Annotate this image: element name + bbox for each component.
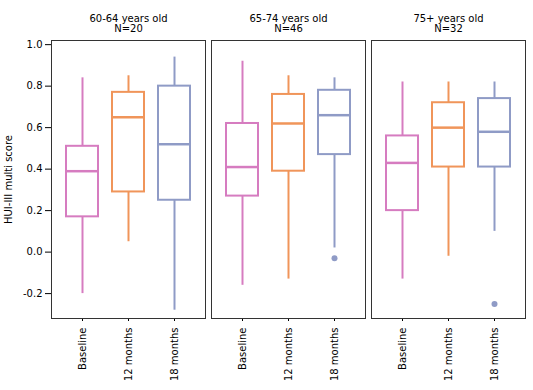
svg-text:12 months: 12 months (123, 328, 134, 382)
svg-text:HUI-III multi score: HUI-III multi score (3, 135, 14, 224)
svg-text:75+ years oldN=32: 75+ years oldN=32 (413, 13, 483, 34)
svg-text:18 months: 18 months (169, 328, 180, 382)
svg-text:65-74 years oldN=46: 65-74 years oldN=46 (249, 13, 327, 34)
svg-text:0.6: 0.6 (27, 122, 43, 133)
svg-text:18 months: 18 months (489, 328, 500, 382)
svg-text:Baseline: Baseline (397, 328, 408, 370)
svg-text:12 months: 12 months (443, 328, 454, 382)
svg-text:18 months: 18 months (329, 328, 340, 382)
svg-text:60-64 years oldN=20: 60-64 years oldN=20 (89, 13, 167, 34)
svg-text:0.8: 0.8 (27, 80, 43, 91)
svg-text:0.4: 0.4 (27, 163, 43, 174)
svg-text:Baseline: Baseline (77, 328, 88, 370)
svg-text:-0.2: -0.2 (23, 288, 43, 299)
svg-text:12 months: 12 months (283, 328, 294, 382)
svg-text:0.0: 0.0 (27, 246, 43, 257)
svg-text:0.2: 0.2 (27, 205, 43, 216)
svg-text:Baseline: Baseline (237, 328, 248, 370)
svg-text:1.0: 1.0 (27, 39, 43, 50)
